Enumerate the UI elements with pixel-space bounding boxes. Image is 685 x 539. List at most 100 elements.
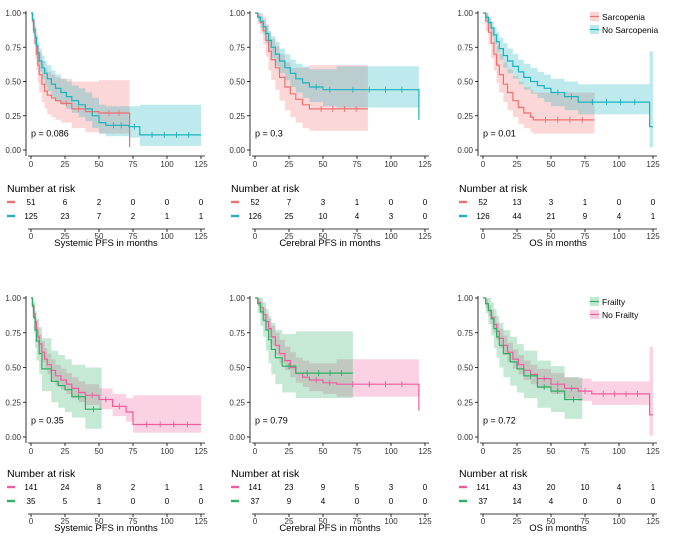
risk-x-tick-label: 125 xyxy=(418,232,432,241)
x-tick-label: 25 xyxy=(285,160,294,169)
risk-x-tick-label: 50 xyxy=(95,517,104,526)
y-tick-label: 0.25 xyxy=(5,112,21,121)
risk-count: 43 xyxy=(513,483,522,492)
risk-count: 1 xyxy=(97,497,102,506)
risk-count: 0 xyxy=(617,198,622,207)
survival-curve-2 xyxy=(255,297,353,374)
ci-band-2 xyxy=(255,13,419,127)
risk-x-tick-label: 75 xyxy=(353,232,362,241)
risk-count: 37 xyxy=(479,497,488,506)
x-tick-label: 125 xyxy=(418,160,432,169)
x-tick-label: 100 xyxy=(612,160,626,169)
p-value-label: p = 0.086 xyxy=(31,129,69,139)
y-tick-label: 0.75 xyxy=(229,329,245,338)
risk-table-title: Number at risk xyxy=(459,183,528,195)
risk-count: 1 xyxy=(199,483,204,492)
risk-count: 44 xyxy=(513,212,522,221)
risk-count: 3 xyxy=(549,198,554,207)
y-tick-label: 0.00 xyxy=(229,146,245,155)
p-value-label: p = 0.79 xyxy=(255,415,288,425)
risk-x-tick-label: 0 xyxy=(29,232,34,241)
y-tick-label: 0.00 xyxy=(5,146,21,155)
risk-count: 0 xyxy=(651,198,656,207)
x-axis-title: OS in months xyxy=(529,238,587,249)
risk-count: 1 xyxy=(355,198,360,207)
x-tick-label: 50 xyxy=(95,447,104,456)
risk-count: 0 xyxy=(423,198,428,207)
y-tick-label: 0.50 xyxy=(5,364,21,373)
risk-x-tick-label: 50 xyxy=(319,517,328,526)
x-tick-label: 25 xyxy=(61,447,70,456)
risk-count: 7 xyxy=(97,212,102,221)
x-tick-label: 25 xyxy=(61,160,70,169)
risk-count: 51 xyxy=(27,198,36,207)
x-tick-label: 125 xyxy=(194,160,208,169)
ci-band-1 xyxy=(31,13,130,148)
risk-x-tick-label: 75 xyxy=(129,232,138,241)
risk-count: 14 xyxy=(513,497,522,506)
risk-count: 9 xyxy=(287,497,292,506)
risk-count: 2 xyxy=(131,212,136,221)
risk-count: 2 xyxy=(97,198,102,207)
ci-band-1 xyxy=(255,13,368,131)
risk-count: 0 xyxy=(131,198,136,207)
x-tick-label: 0 xyxy=(481,447,486,456)
y-tick-label: 0.75 xyxy=(457,329,473,338)
risk-count: 0 xyxy=(651,497,656,506)
x-tick-label: 75 xyxy=(353,160,362,169)
risk-x-tick-label: 75 xyxy=(581,517,590,526)
risk-count: 52 xyxy=(251,198,260,207)
risk-count: 0 xyxy=(131,497,136,506)
risk-count: 4 xyxy=(617,212,622,221)
risk-count: 0 xyxy=(423,212,428,221)
survival-curve-1 xyxy=(483,297,653,416)
p-value-label: p = 0.01 xyxy=(483,129,516,139)
p-value-label: p = 0.3 xyxy=(255,129,283,139)
y-tick-label: 0.25 xyxy=(229,398,245,407)
risk-x-tick-label: 75 xyxy=(581,232,590,241)
y-tick-label: 0.00 xyxy=(457,146,473,155)
x-tick-label: 0 xyxy=(253,447,258,456)
ci-band-1 xyxy=(31,298,201,433)
risk-count: 37 xyxy=(251,497,260,506)
y-tick-label: 0.50 xyxy=(229,78,245,87)
y-tick-label: 1.00 xyxy=(5,9,21,18)
risk-count: 0 xyxy=(199,198,204,207)
x-tick-label: 25 xyxy=(513,447,522,456)
legend-label: Sarcopenia xyxy=(602,12,645,22)
risk-count: 23 xyxy=(61,212,70,221)
risk-x-tick-label: 125 xyxy=(194,232,208,241)
x-tick-label: 100 xyxy=(384,447,398,456)
risk-count: 23 xyxy=(285,483,294,492)
legend-label: No Frailty xyxy=(602,310,639,320)
risk-count: 3 xyxy=(389,212,394,221)
p-value-label: p = 0.72 xyxy=(483,415,516,425)
risk-x-tick-label: 0 xyxy=(253,232,258,241)
risk-x-tick-label: 100 xyxy=(160,232,174,241)
x-tick-label: 125 xyxy=(646,447,660,456)
ci-band-2 xyxy=(255,298,353,399)
y-tick-label: 1.00 xyxy=(5,294,21,303)
x-axis-title: Systemic PFS in months xyxy=(54,523,158,534)
x-tick-label: 125 xyxy=(646,160,660,169)
y-tick-label: 0.00 xyxy=(229,433,245,442)
ci-band-2 xyxy=(31,13,201,146)
risk-count: 4 xyxy=(549,497,554,506)
risk-count: 0 xyxy=(165,198,170,207)
risk-count: 9 xyxy=(321,483,326,492)
risk-count: 6 xyxy=(63,198,68,207)
y-tick-label: 1.00 xyxy=(457,294,473,303)
x-tick-label: 100 xyxy=(612,447,626,456)
risk-x-tick-label: 0 xyxy=(29,517,34,526)
risk-count: 24 xyxy=(61,483,70,492)
risk-count: 0 xyxy=(355,497,360,506)
risk-count: 3 xyxy=(321,198,326,207)
risk-count: 0 xyxy=(423,497,428,506)
ci-band-2 xyxy=(483,13,653,148)
y-tick-label: 0.25 xyxy=(457,398,473,407)
risk-x-tick-label: 50 xyxy=(547,232,556,241)
x-tick-label: 75 xyxy=(129,160,138,169)
y-tick-label: 0.50 xyxy=(457,78,473,87)
x-tick-label: 0 xyxy=(29,160,34,169)
